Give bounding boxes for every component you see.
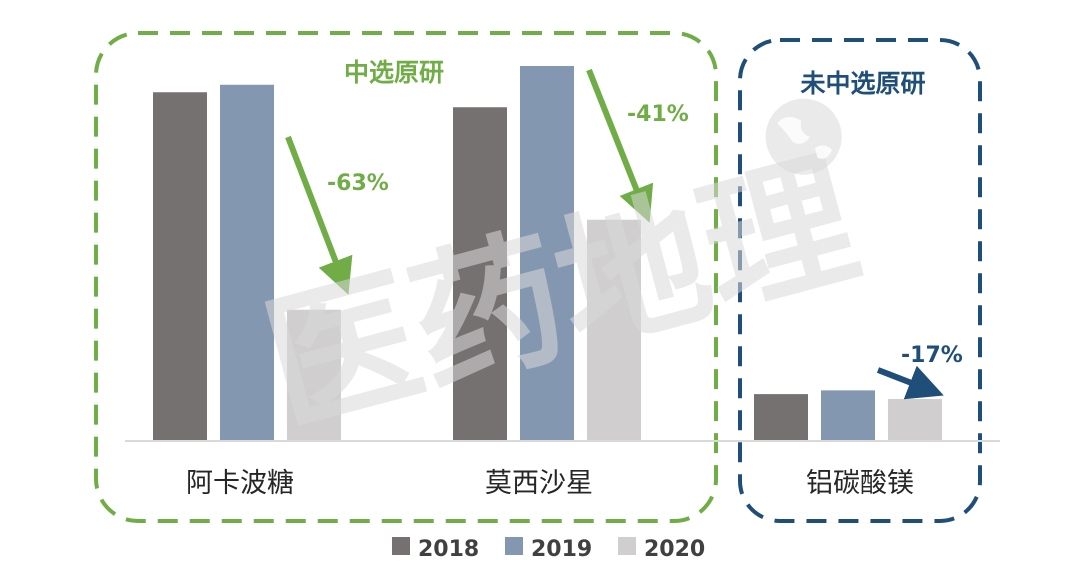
- legend-label-2020: 2020: [644, 537, 705, 562]
- bar-2019-莫西沙星: [520, 66, 574, 441]
- legend-swatch-2019: [505, 537, 523, 555]
- group-box-unselected: [738, 38, 982, 523]
- globe-icon: [765, 98, 842, 175]
- bar-2020-铝碳酸镁: [888, 399, 942, 441]
- category-label: 铝碳酸镁: [806, 468, 914, 499]
- bar-2018-莫西沙星: [453, 107, 507, 441]
- legend-label-2019: 2019: [531, 537, 592, 562]
- group-box-selected: [94, 31, 718, 523]
- change-arrow: [586, 68, 654, 223]
- bar-2018-阿卡波糖: [153, 92, 207, 441]
- bar-2019-阿卡波糖: [220, 84, 274, 441]
- change-label: -63%: [327, 171, 389, 196]
- legend-label-2018: 2018: [418, 537, 479, 562]
- bar-2020-阿卡波糖: [287, 309, 341, 441]
- change-label: -41%: [627, 102, 689, 127]
- legend-swatch-2020: [618, 537, 636, 555]
- group-title-selected: 中选原研: [344, 58, 444, 87]
- change-arrow: [876, 365, 944, 400]
- change-arrow: [285, 135, 353, 295]
- bar-2020-莫西沙星: [587, 219, 641, 441]
- bar-2018-铝碳酸镁: [754, 394, 808, 441]
- category-label: 莫西沙星: [485, 468, 593, 499]
- bar-2019-铝碳酸镁: [821, 390, 875, 441]
- category-label: 阿卡波糖: [186, 468, 294, 499]
- group-title-unselected: 未中选原研: [800, 69, 925, 98]
- legend: 2018 2019 2020: [392, 537, 705, 562]
- change-label: -17%: [901, 343, 963, 368]
- bars-layer: [153, 66, 942, 441]
- legend-swatch-2018: [392, 537, 410, 555]
